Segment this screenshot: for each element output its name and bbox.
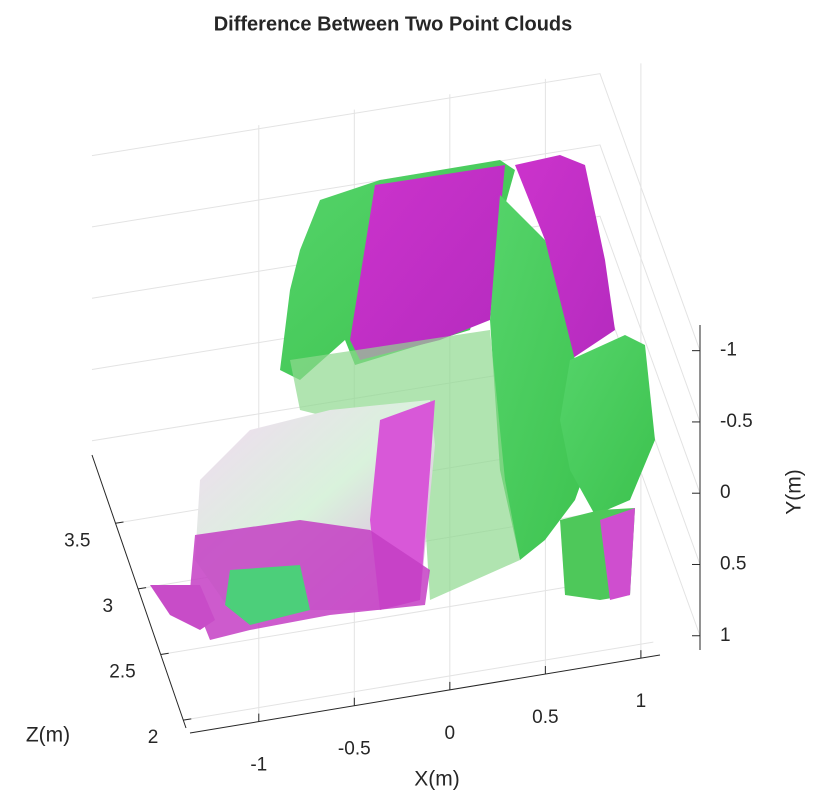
y-tick-label: -1 <box>720 340 737 361</box>
x-tick-label: -1 <box>250 755 267 776</box>
y-axis-label: Y(m) <box>783 469 806 515</box>
point-cloud <box>150 155 655 640</box>
z-tick-label: 2 <box>148 727 159 748</box>
cloud-desk-green <box>225 565 310 625</box>
y-tick-label: 0 <box>720 482 731 503</box>
z-tick <box>138 587 147 590</box>
z-tick-label: 3.5 <box>64 530 90 551</box>
x-tick-label: -0.5 <box>338 739 371 760</box>
y-tick-label: 0.5 <box>720 553 746 574</box>
cloud-magenta-right <box>515 155 615 360</box>
y-grid-line <box>91 144 701 423</box>
x-tick-label: 0.5 <box>532 707 558 728</box>
x-axis <box>189 654 661 734</box>
z-tick <box>160 652 169 655</box>
cloud-left-chair <box>150 585 215 630</box>
z-tick-label: 3 <box>103 596 114 617</box>
z-grid-line <box>160 576 631 655</box>
x-axis-label: X(m) <box>414 768 460 791</box>
z-axis-label: Z(m) <box>26 724 70 747</box>
y-grid-line <box>91 73 701 351</box>
z-tick <box>115 521 124 524</box>
cloud-magenta-wall <box>350 165 505 360</box>
x-tick-label: 0 <box>445 723 456 744</box>
axes <box>91 325 701 734</box>
chart-title: Difference Between Two Point Clouds <box>214 13 573 35</box>
cloud-right-magenta <box>600 508 635 600</box>
cloud-floor <box>290 330 520 600</box>
x-tick-label: 1 <box>636 691 647 712</box>
z-tick <box>183 718 192 721</box>
y-grid-line <box>91 215 701 494</box>
z-tick-label: 2.5 <box>109 662 135 683</box>
y-tick-label: 1 <box>720 625 731 646</box>
z-axis <box>91 454 187 729</box>
y-tick-label: -0.5 <box>720 411 753 432</box>
z-grid-line <box>183 641 654 721</box>
cloud-green-right <box>560 335 655 515</box>
